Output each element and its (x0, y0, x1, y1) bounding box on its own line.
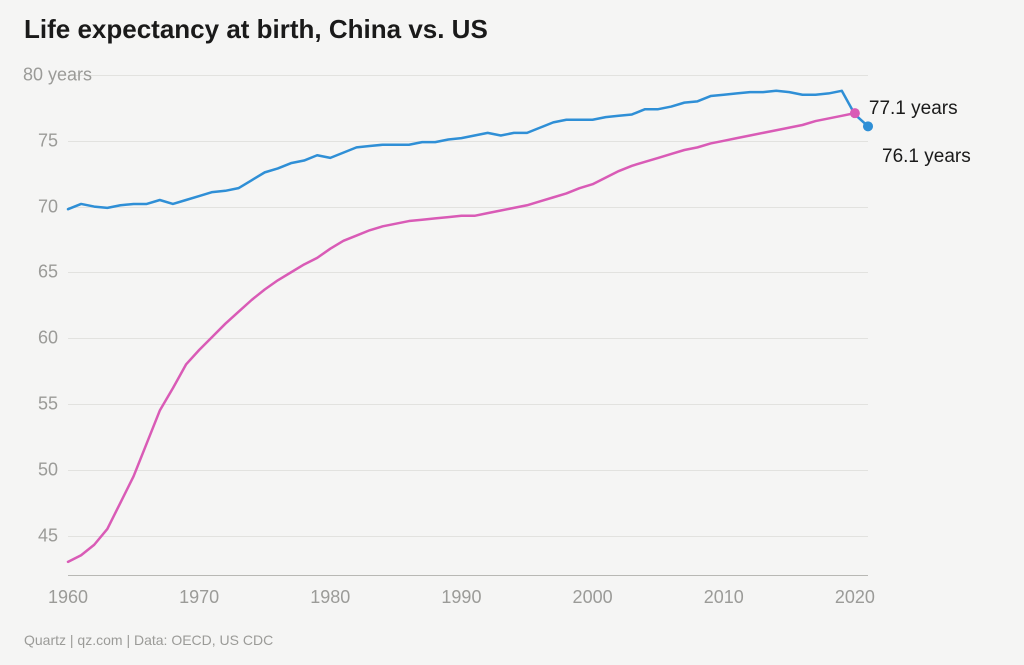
chart-container: { "chart": { "type": "line", "title": "L… (0, 0, 1024, 665)
series-line-us (68, 91, 868, 209)
series-line-china (68, 113, 855, 562)
endpoint-label-china: 77.1 years (869, 98, 958, 120)
source-attribution: Quartz | qz.com | Data: OECD, US CDC (24, 632, 273, 648)
endpoint-label-us: 76.1 years (882, 146, 971, 168)
endpoint-marker-us (863, 121, 873, 131)
endpoint-marker-china (850, 108, 860, 118)
